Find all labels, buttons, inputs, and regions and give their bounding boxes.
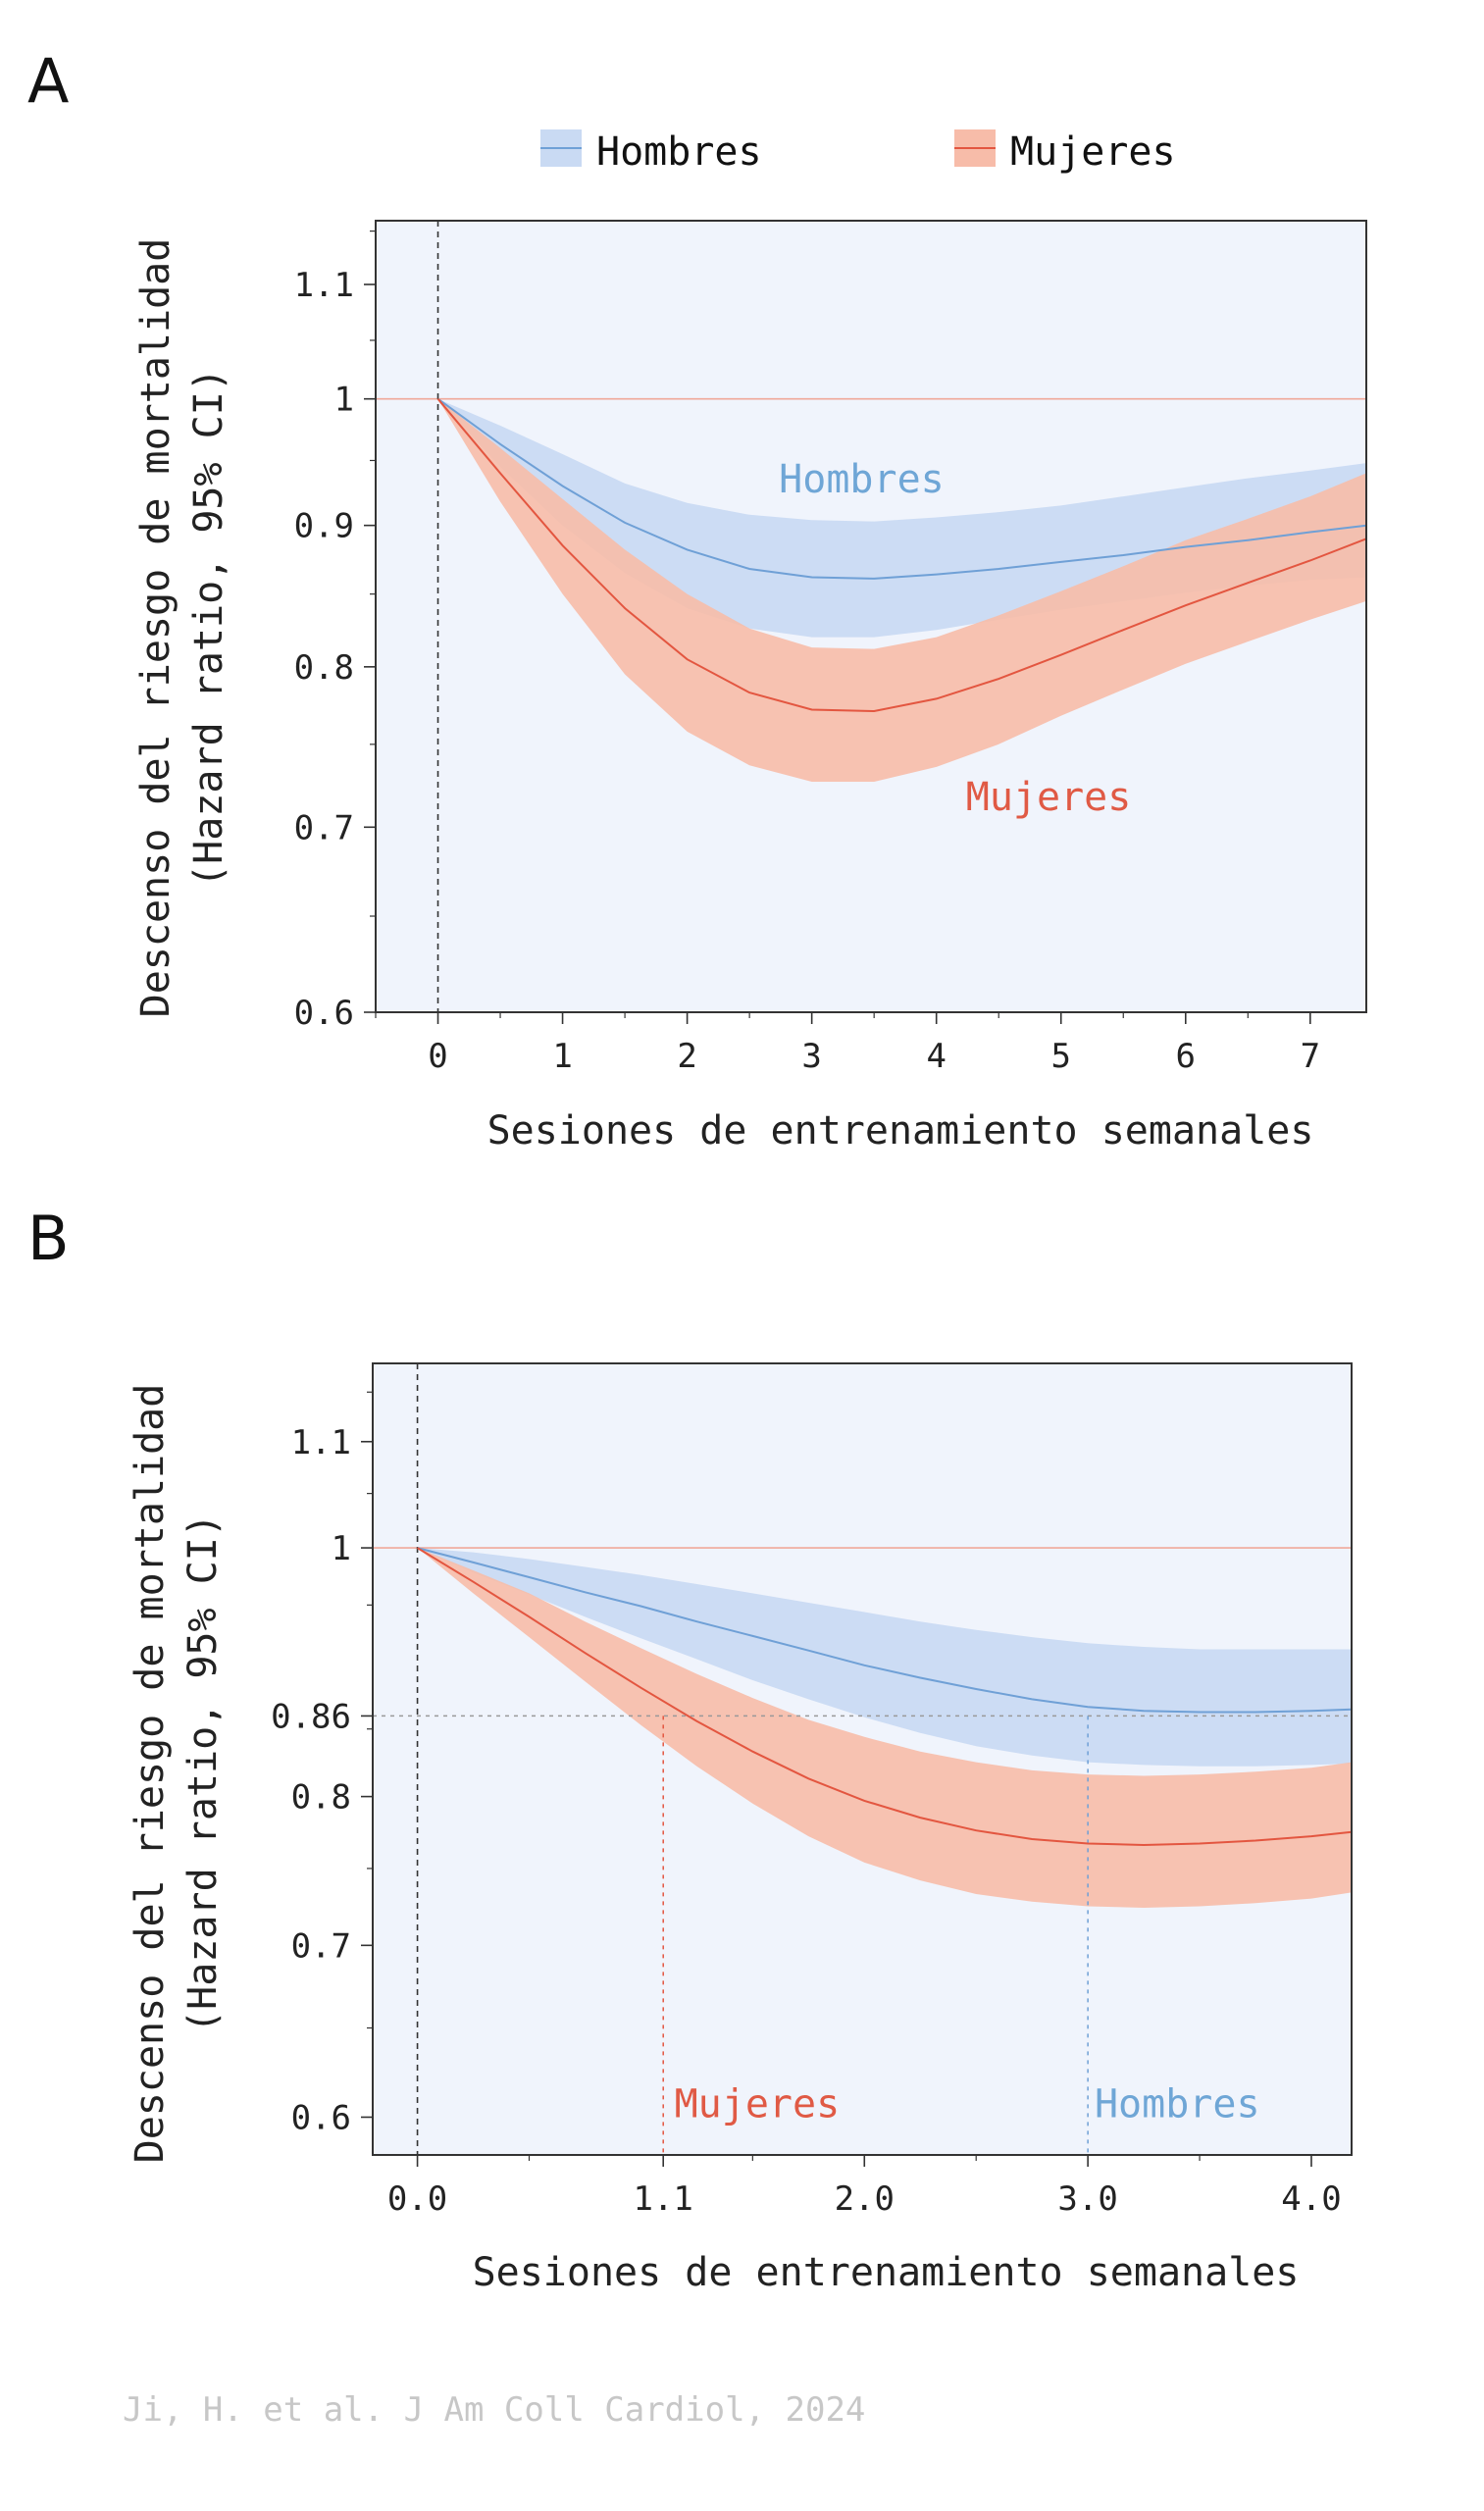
legend-item-men: Hombres (540, 129, 762, 175)
chart-a-x-tick-label: 5 (1051, 1037, 1071, 1076)
source-citation: Ji, H. et al. J Am Coll Cardiol, 2024 (123, 2390, 865, 2430)
chart-a-x-tick-label: 1 (552, 1037, 572, 1076)
chart-a-x-title: Sesiones de entrenamiento semanales (487, 1108, 1314, 1153)
chart-b-ci-band-women (417, 1548, 1353, 1908)
chart-b-y-tick-label: 0.7 (291, 1926, 351, 1966)
chart-a-y-tick-label: 0.6 (294, 994, 354, 1033)
chart-b-y-tick-label: 0.6 (291, 2098, 351, 2137)
chart-b-y-tick-label: 1.1 (291, 1423, 351, 1462)
chart-a-x-tick-label: 6 (1176, 1037, 1196, 1076)
chart-b-y-tick-label: 0.86 (271, 1697, 351, 1736)
chart-b-ci-band-men (417, 1548, 1353, 1767)
chart-a-line-women (436, 398, 1367, 713)
chart-a-x-tick-label: 4 (926, 1037, 946, 1076)
legend: Hombres Mujeres (540, 129, 1176, 175)
chart-b-x-tick-label: 2.0 (835, 2179, 895, 2219)
legend-item-women: Mujeres (954, 129, 1176, 175)
chart-a-y-title-1: Descenso del riesgo de mortalidad (133, 238, 179, 1018)
legend-label-women: Mujeres (1010, 129, 1176, 175)
chart-b-x-tick-label: 4.0 (1281, 2179, 1341, 2219)
chart-b-y-tick-label: 0.8 (291, 1778, 351, 1818)
panel-a: A Hombres Mujeres 0 1 2 3 4 5 6 7 0.6 0.7 0.8 0.9 1 1… (27, 45, 1367, 1153)
chart-a-x-tick-label: 0 (428, 1037, 447, 1076)
chart-b-annotation-women: Mujeres (675, 2081, 841, 2127)
chart-a-y-tick-label: 1.1 (294, 266, 354, 305)
chart-b-x-tick-label: 1.1 (633, 2179, 692, 2219)
panel-b-letter: B (27, 1203, 70, 1274)
chart-b-x-title: Sesiones de entrenamiento semanales (473, 2250, 1300, 2295)
chart-b: 0.0 1.1 2.0 3.0 4.0 0.6 0.7 0.8 0.86 1 1.1 Mujeres… (128, 1362, 1353, 2295)
chart-b-y-tick-label: 1 (332, 1529, 351, 1568)
chart-a-y-tick-label: 0.7 (294, 808, 354, 847)
chart-b-line-women (417, 1547, 1353, 1847)
chart-a-ci-band-women (437, 398, 1366, 782)
chart-b-y-title-1: Descenso del riesgo de mortalidad (128, 1384, 173, 2164)
chart-a-x-tick-label: 2 (677, 1037, 696, 1076)
chart-b-x-tick-label: 0.0 (387, 2179, 447, 2219)
chart-a-line-men (436, 397, 1367, 580)
chart-a-y-title-2: (Hazard ratio, 95% CI) (186, 368, 231, 888)
chart-a-annotation-women: Mujeres (966, 775, 1132, 820)
chart-a-y-tick-label: 0.9 (294, 507, 354, 546)
chart-b-x-tick-label: 3.0 (1057, 2179, 1117, 2219)
panel-b: B 0.0 1.1 2.0 3.0 4.0 0.6 0.7 0.8 0.86 1 1.1 Mujer… (27, 1203, 1353, 2295)
chart-b-y-title-2: (Hazard ratio, 95% CI) (180, 1513, 226, 2033)
chart-a-y-tick-label: 0.8 (294, 648, 354, 688)
chart-b-frame (372, 1362, 1353, 2156)
chart-a-x-tick-label: 3 (801, 1037, 821, 1076)
chart-a-frame (375, 220, 1367, 1013)
chart-a-x-tick-label: 7 (1301, 1037, 1320, 1076)
chart-a: 0 1 2 3 4 5 6 70.60.70.80.911.1 HombresMujeres … (133, 220, 1367, 1153)
chart-b-annotation-men: Hombres (1095, 2081, 1260, 2127)
chart-a-y-tick-label: 1 (334, 381, 354, 420)
chart-a-annotation-men: Hombres (779, 457, 945, 502)
legend-label-men: Hombres (596, 129, 762, 175)
chart-b-line-men (417, 1547, 1353, 1714)
panel-a-letter: A (27, 45, 69, 117)
